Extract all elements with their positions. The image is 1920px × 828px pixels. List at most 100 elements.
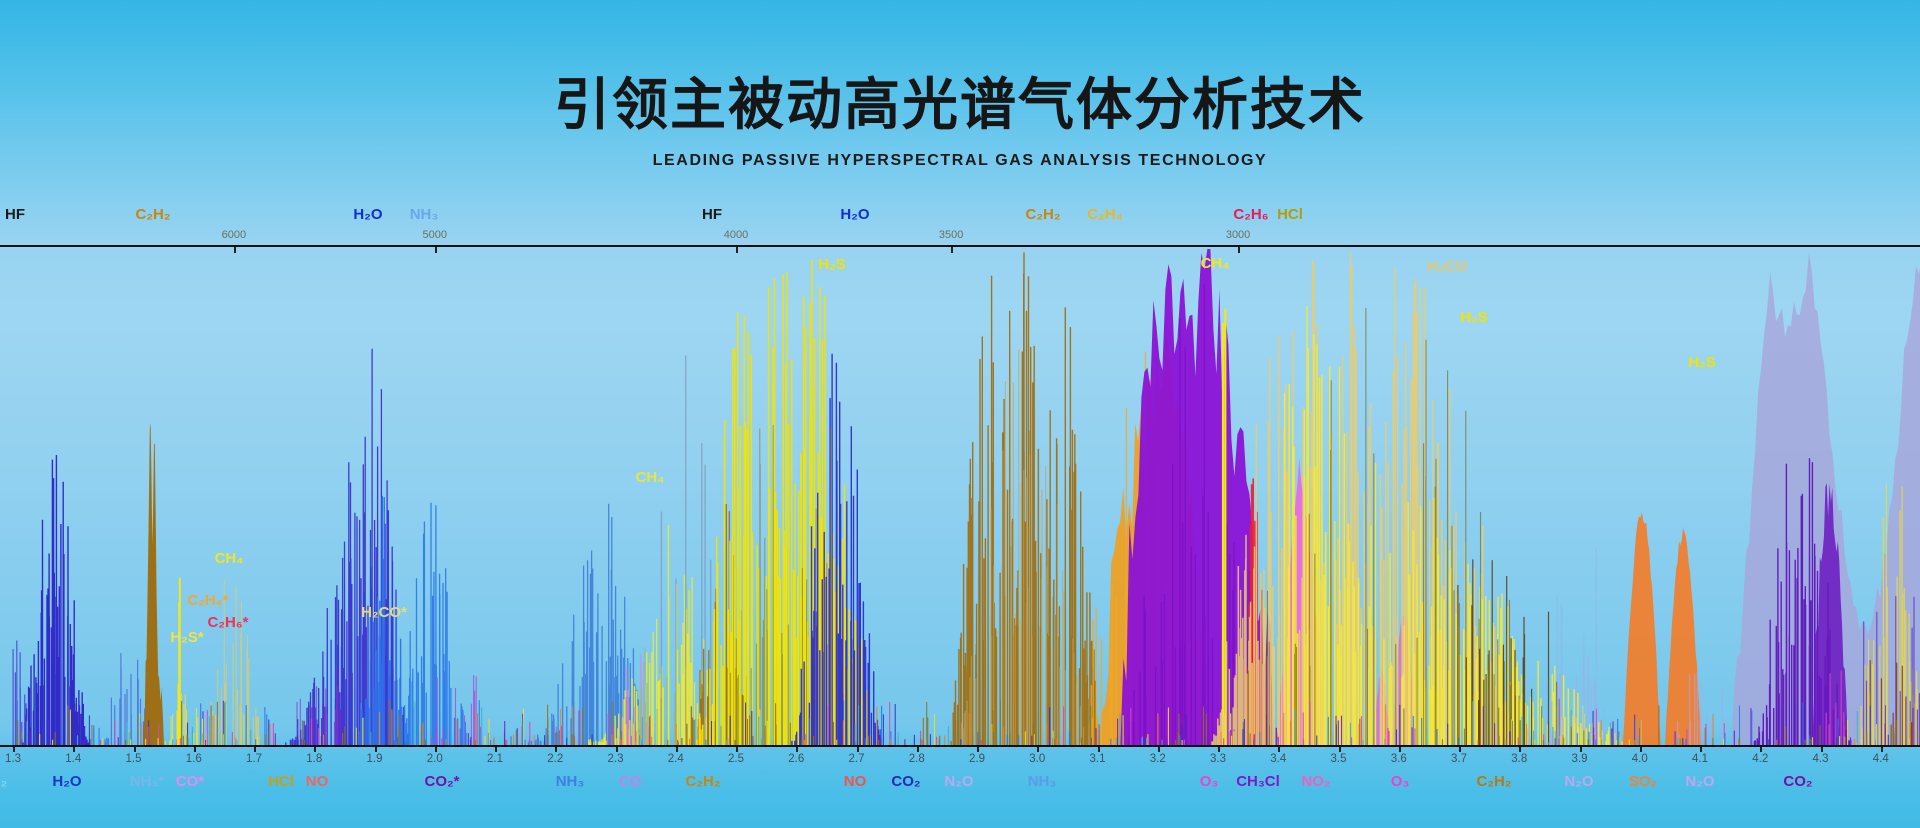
bottom-tick-mark — [434, 747, 437, 752]
gas-label-ch: CH₄ — [635, 469, 665, 486]
top-tick-mark — [951, 247, 954, 253]
top-tick-label: 4000 — [723, 229, 749, 241]
top-tick-mark — [434, 247, 437, 253]
band-purple-big — [1120, 249, 1274, 746]
band-yellow-2.35 — [588, 524, 718, 746]
gas-label-: ₂ — [0, 773, 8, 790]
bottom-tick-label: 3.6 — [1390, 753, 1407, 765]
gas-label-co: CO₂ — [1783, 773, 1813, 790]
gas-label-nh: NH₃ — [409, 206, 439, 223]
bottom-tick-mark — [314, 747, 317, 752]
page-subtitle: LEADING PASSIVE HYPERSPECTRAL GAS ANALYS… — [652, 152, 1268, 169]
gas-label-ch: C₂H₄* — [187, 592, 229, 609]
band-baseline-grass — [16, 700, 1911, 746]
bottom-tick-mark — [133, 747, 136, 752]
bottom-tick-label: 1.8 — [306, 753, 323, 765]
bottom-tick-label: 1.3 — [5, 753, 21, 765]
gas-label-ho: H₂O — [52, 773, 82, 790]
band-yellow-small-1.58 — [164, 693, 207, 746]
gas-label-hcl: HCl — [268, 773, 294, 790]
bottom-tick-label: 1.5 — [125, 753, 142, 765]
gas-label-hs: H₂S* — [170, 629, 204, 646]
gas-label-chcl: CH₃Cl — [1236, 773, 1280, 790]
bottom-tick-mark — [1097, 747, 1100, 752]
top-tick-label: 3500 — [938, 229, 964, 241]
band-so2-hump1 — [1622, 512, 1661, 746]
top-axis-wavenumber — [0, 245, 1920, 247]
bottom-tick-label: 1.4 — [65, 753, 82, 765]
gas-label-nh: NH₃* — [129, 773, 165, 790]
band-dodger-1.92 — [359, 495, 410, 746]
bottom-tick-label: 3.4 — [1270, 753, 1287, 765]
bottom-tick-mark — [1218, 747, 1220, 752]
gas-label-co: CO* — [175, 773, 205, 790]
top-tick-label: 6000 — [221, 229, 247, 241]
gas-label-ho: H₂O — [840, 206, 870, 223]
gas-label-hs: H₂S — [818, 256, 846, 273]
bottom-tick-label: 3.1 — [1089, 753, 1106, 765]
band-purple-1.8 — [296, 666, 339, 746]
gas-label-ch: C₂H₂ — [685, 773, 721, 790]
bottom-tick-mark — [977, 747, 979, 752]
bottom-tick-label: 1.6 — [185, 753, 202, 765]
bottom-tick-mark — [495, 747, 497, 752]
band-ch4-qbranch — [1221, 308, 1227, 746]
bottom-tick-mark — [1579, 747, 1582, 752]
bottom-tick-label: 3.2 — [1149, 753, 1166, 765]
bottom-tick-label: 1.9 — [366, 753, 383, 765]
band-slate-tall — [660, 355, 712, 746]
band-blue-2.0 — [393, 502, 472, 746]
band-h2o-1.38 — [20, 455, 91, 746]
bottom-tick-mark — [1519, 747, 1522, 752]
gas-label-nh: NH₃ — [555, 773, 585, 790]
bottom-tick-mark — [1278, 747, 1281, 752]
bottom-tick-label: 4.0 — [1631, 753, 1648, 765]
gas-label-no: N₂O — [944, 773, 974, 790]
bottom-tick-label: 3.9 — [1571, 753, 1588, 765]
band-yellow-line-1.58 — [177, 577, 181, 746]
bottom-tick-label: 3.7 — [1451, 753, 1467, 765]
bottom-tick-label: 2.8 — [908, 753, 925, 765]
band-tan-3.0 — [960, 349, 1090, 746]
gas-label-co: CO — [618, 773, 642, 790]
bottom-tick-mark — [1760, 747, 1763, 752]
gas-label-ch: C₂H₆* — [207, 614, 249, 631]
top-tick-label: 3000 — [1225, 229, 1251, 241]
bottom-tick-label: 3.8 — [1511, 753, 1528, 765]
bottom-tick-label: 3.0 — [1029, 753, 1046, 765]
gas-label-no: NO — [305, 773, 329, 790]
bottom-tick-label: 2.5 — [728, 753, 744, 765]
top-tick-label: 5000 — [422, 229, 447, 241]
gas-label-ch: CH₄ — [1200, 255, 1230, 272]
bottom-tick-mark — [1820, 747, 1823, 752]
bottom-tick-label: 2.9 — [969, 753, 985, 765]
bottom-tick-mark — [13, 747, 15, 752]
gas-label-co: CO₂ — [891, 773, 921, 790]
bottom-tick-label: 2.6 — [788, 753, 805, 765]
bottom-tick-mark — [193, 747, 196, 752]
bottom-axis-wavelength — [0, 745, 1920, 747]
gas-label-ch: C₂H₂ — [1025, 206, 1061, 223]
gas-label-no: N₂O — [1685, 773, 1715, 790]
top-tick-mark — [1238, 247, 1241, 253]
bottom-tick-mark — [796, 747, 799, 752]
band-ltblue-3.9 — [1529, 548, 1622, 746]
gas-label-hcl: HCl — [1277, 206, 1303, 223]
bottom-tick-label: 4.2 — [1752, 753, 1769, 765]
page-title: 引领主被动高光谱气体分析技术 — [554, 73, 1366, 136]
bottom-tick-mark — [1700, 747, 1702, 752]
bottom-tick-mark — [1459, 747, 1461, 752]
bottom-tick-label: 2.2 — [547, 753, 564, 765]
bottom-tick-label: 4.4 — [1872, 753, 1889, 765]
band-edge-blue — [12, 640, 27, 746]
gas-label-ch: C₂H₂ — [135, 206, 171, 223]
gas-label-hf: HF — [5, 206, 25, 223]
bottom-tick-mark — [555, 747, 558, 752]
bottom-tick-label: 1.7 — [246, 753, 262, 765]
bottom-tick-mark — [1338, 747, 1341, 752]
gas-label-ch: C₂H₂ — [1476, 773, 1512, 790]
gas-label-o: O₃ — [1199, 773, 1219, 790]
gas-label-hs: H₂S — [1688, 354, 1716, 371]
gas-label-hs: H₂S — [1460, 309, 1488, 326]
